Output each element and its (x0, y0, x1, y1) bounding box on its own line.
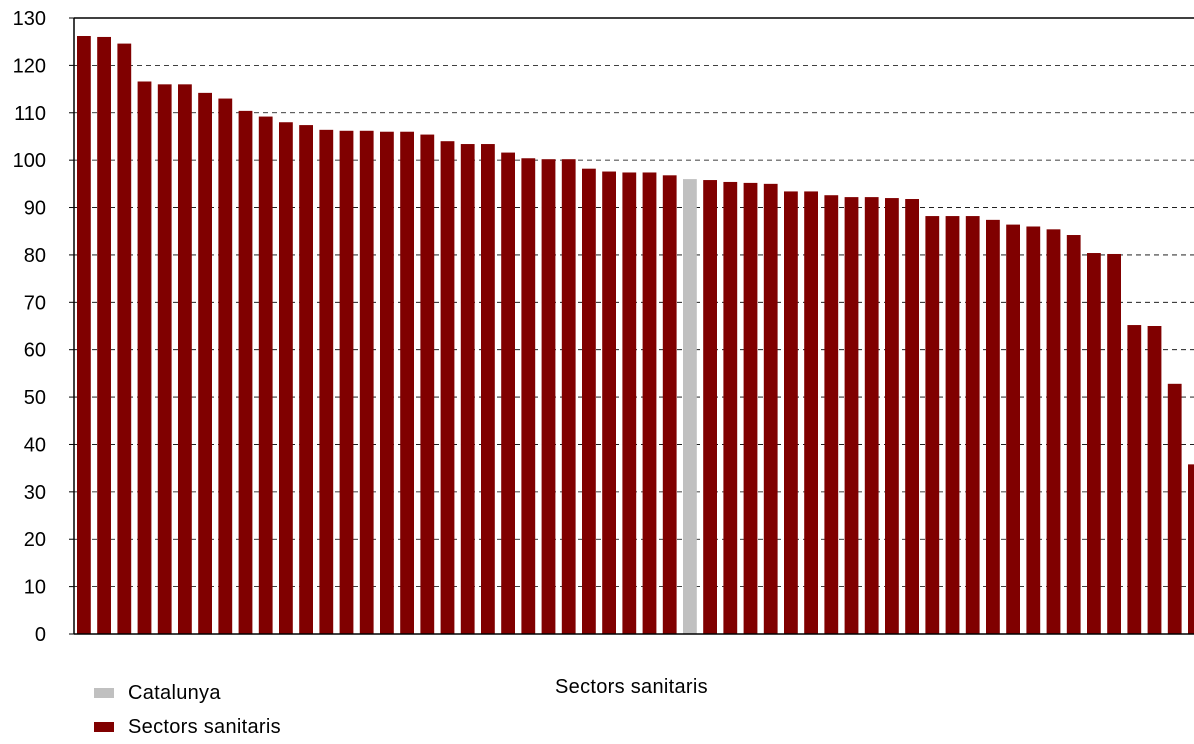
bar-sector-sanitari (117, 43, 132, 634)
y-tick-label: 40 (24, 434, 46, 456)
legend-item-sectors-sanitaris: Sectors sanitaris (94, 710, 281, 744)
y-tick-label: 80 (24, 245, 46, 267)
bar-sector-sanitari (238, 110, 253, 635)
y-tick-label: 60 (24, 340, 46, 362)
bar-sector-sanitari (1107, 253, 1121, 634)
bar-sector-sanitari (137, 81, 152, 635)
bar-sector-sanitari (965, 216, 980, 634)
bar-sector-sanitari (420, 134, 435, 634)
bar-sector-sanitari (299, 125, 313, 634)
bar-sector-sanitari (1006, 224, 1020, 634)
legend-swatch-sectors-sanitaris (94, 722, 114, 732)
x-axis-label: Sectors sanitaris (555, 676, 708, 698)
bar-sector-sanitari (521, 158, 536, 634)
bar-sector-sanitari (864, 197, 879, 635)
bar-sector-sanitari (400, 131, 414, 634)
bar-sector-sanitari (1127, 325, 1142, 634)
bar-sector-sanitari (279, 122, 293, 634)
bar-sector-sanitari (844, 197, 859, 635)
bar-sector-sanitari (925, 216, 940, 634)
bar-sector-sanitari (986, 219, 1000, 634)
bar-sector-sanitari (501, 152, 515, 634)
y-tick-label: 100 (13, 150, 46, 172)
bar-sector-sanitari (481, 144, 495, 634)
legend-swatch-catalunya (94, 688, 114, 698)
y-tick-label: 20 (24, 529, 46, 551)
bar-sector-sanitari (198, 92, 212, 635)
bar-sector-sanitari (460, 144, 475, 634)
y-tick-label: 110 (14, 103, 46, 125)
legend-item-catalunya: Catalunya (94, 676, 281, 710)
bar-sector-sanitari (763, 183, 778, 634)
legend-label-sectors-sanitaris: Sectors sanitaris (128, 715, 281, 738)
bar-sector-sanitari (885, 198, 899, 635)
bar-sector-sanitari (258, 116, 273, 634)
bar-sector-sanitari (602, 171, 616, 634)
bar-sector-sanitari (380, 131, 394, 634)
y-tick-label: 130 (13, 8, 46, 30)
bar-sector-sanitari (905, 199, 919, 635)
bar-sector-sanitari (784, 191, 798, 635)
y-axis-tick-labels: 0 10 20 30 40 50 60 70 80 90 100 110 120 130 (13, 8, 74, 646)
y-tick-label: 50 (24, 387, 46, 409)
bar-sector-sanitari (824, 195, 839, 635)
bar-sector-sanitari (541, 159, 556, 634)
y-tick-label: 120 (13, 55, 46, 77)
bar-sector-sanitari (218, 98, 233, 635)
y-tick-label: 30 (24, 482, 46, 504)
y-tick-label: 90 (24, 198, 46, 220)
bar-sector-sanitari (703, 180, 717, 634)
bar-sector-sanitari (97, 36, 111, 634)
bar-sector-sanitari (1026, 226, 1041, 634)
bar-sector-sanitari (157, 84, 172, 635)
bar-sector-sanitari (77, 36, 91, 634)
legend-label-catalunya: Catalunya (128, 681, 221, 704)
legend: Catalunya Sectors sanitaris (94, 676, 281, 744)
y-tick-label: 10 (24, 577, 46, 599)
bar-sector-sanitari (582, 168, 596, 634)
bar-sector-sanitari (1046, 229, 1061, 634)
bar-sector-sanitari (723, 181, 738, 634)
bar-sector-sanitari (440, 141, 455, 634)
bar-sector-sanitari (359, 130, 374, 634)
bar-catalunya (683, 179, 697, 634)
y-tick-label: 0 (35, 624, 46, 646)
bar-sector-sanitari (1066, 235, 1081, 634)
bar-sector-sanitari (622, 172, 637, 634)
bar-sector-sanitari (561, 159, 576, 634)
bars (77, 36, 1194, 635)
bar-sector-sanitari (945, 216, 960, 634)
bar-sector-sanitari (1188, 464, 1194, 634)
bar-sector-sanitari (178, 84, 192, 635)
bar-sector-sanitari (804, 191, 818, 635)
bar-sector-sanitari (1087, 253, 1101, 634)
bar-sector-sanitari (642, 172, 657, 634)
bar-sector-sanitari (743, 182, 758, 634)
y-tick-label: 70 (24, 292, 46, 314)
bar-sector-sanitari (319, 129, 334, 634)
bar-sector-sanitari (1147, 326, 1162, 634)
bar-sector-sanitari (339, 130, 354, 634)
bar-sector-sanitari (662, 175, 677, 634)
bar-sector-sanitari (1167, 383, 1182, 634)
